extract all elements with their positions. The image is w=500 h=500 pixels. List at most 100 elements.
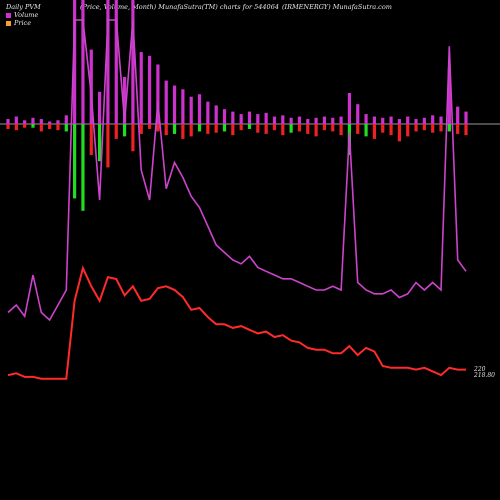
volume-bar	[297, 116, 302, 124]
volume-bar	[56, 120, 60, 124]
signed-bar	[239, 124, 243, 131]
volume-bar	[306, 119, 310, 124]
volume-bar	[247, 111, 252, 124]
volume-bar	[422, 117, 426, 124]
signed-bar	[181, 124, 185, 139]
volume-bar	[14, 116, 18, 124]
volume-bar	[222, 109, 227, 124]
signed-bar	[414, 124, 418, 132]
volume-bar	[122, 76, 127, 124]
volume-bar	[356, 104, 360, 124]
header-center: (Price, Volume, Month) MunafaSutra(TM) c…	[80, 3, 279, 11]
volume-bar	[414, 119, 418, 124]
volume-line	[7, 19, 467, 322]
volume-bar	[456, 106, 460, 124]
signed-bar	[289, 124, 293, 133]
signed-bar	[281, 124, 285, 136]
signed-bar	[73, 124, 77, 199]
signed-bar	[272, 124, 277, 131]
volume-bar	[289, 117, 293, 124]
signed-bar	[356, 124, 360, 134]
header-left: Daily PVM	[6, 3, 41, 11]
legend-volume-label: Volume	[14, 11, 39, 19]
volume-bar	[23, 120, 27, 124]
volume-bar	[381, 117, 385, 124]
signed-bar	[189, 124, 193, 137]
legend-price: Price	[6, 19, 31, 27]
signed-bar	[381, 124, 385, 133]
price-label-lower: 218.80	[474, 372, 495, 379]
signed-bar	[331, 124, 335, 132]
signed-bar	[247, 124, 252, 129]
volume-bar	[39, 119, 43, 124]
volume-bar	[239, 114, 243, 124]
signed-bar	[231, 124, 235, 136]
signed-bar	[6, 124, 10, 129]
signed-bar	[431, 124, 435, 133]
volume-bar	[48, 121, 52, 124]
price-line	[7, 265, 466, 380]
volume-bar	[189, 96, 193, 124]
volume-bar	[156, 64, 160, 124]
signed-bar	[197, 124, 202, 132]
volume-bar	[372, 116, 376, 124]
signed-bar	[297, 124, 302, 132]
signed-bar	[447, 124, 451, 132]
signed-bar	[139, 124, 143, 134]
signed-bar	[364, 124, 368, 137]
signed-bar	[81, 124, 85, 211]
volume-bar	[397, 119, 401, 124]
volume-bar	[81, 0, 85, 124]
volume-bar	[347, 93, 352, 124]
legend-volume-swatch	[6, 12, 11, 18]
volume-bar	[431, 115, 435, 124]
signed-bar	[14, 124, 18, 131]
signed-bar	[256, 124, 260, 133]
signed-bar	[131, 124, 135, 152]
volume-bar	[181, 89, 185, 124]
signed-bar	[147, 124, 152, 129]
legend-volume: Volume	[6, 11, 38, 19]
legend-price-label: Price	[14, 19, 32, 27]
volume-bar	[231, 111, 235, 124]
signed-bar	[389, 124, 393, 136]
signed-bar	[214, 124, 218, 133]
signed-bar	[23, 124, 27, 128]
signed-bar	[156, 124, 160, 132]
volume-bar	[264, 112, 268, 124]
volume-bar	[281, 115, 285, 124]
signed-bar	[122, 124, 127, 137]
volume-bar	[106, 0, 110, 124]
volume-bar	[439, 116, 443, 124]
signed-bar	[456, 124, 460, 134]
header-right: (IRMENERGY) MunafaSutra.com	[282, 3, 392, 11]
signed-bar	[372, 124, 376, 139]
signed-bar	[98, 124, 102, 162]
volume-bar	[73, 0, 77, 124]
signed-bar	[164, 124, 168, 136]
volume-bar	[214, 105, 218, 124]
volume-bar	[339, 116, 343, 124]
volume-bar	[447, 68, 451, 124]
volume-bar	[64, 115, 68, 124]
volume-bar	[98, 91, 102, 124]
volume-bar	[389, 116, 393, 124]
signed-bar	[222, 124, 227, 132]
signed-bar	[56, 124, 60, 131]
volume-bar	[89, 49, 93, 124]
signed-bar	[64, 124, 68, 132]
signed-bar	[89, 124, 93, 155]
signed-bar	[31, 124, 35, 128]
volume-bar	[331, 117, 335, 124]
legend-price-swatch	[6, 20, 11, 26]
signed-bar	[39, 124, 43, 132]
signed-bar	[339, 124, 343, 136]
signed-bar	[206, 124, 210, 134]
signed-bar	[264, 124, 268, 134]
volume-bar	[464, 111, 468, 124]
volume-bar	[206, 101, 210, 124]
volume-bar	[147, 55, 152, 124]
signed-bar	[306, 124, 310, 134]
volume-bar	[314, 117, 318, 124]
